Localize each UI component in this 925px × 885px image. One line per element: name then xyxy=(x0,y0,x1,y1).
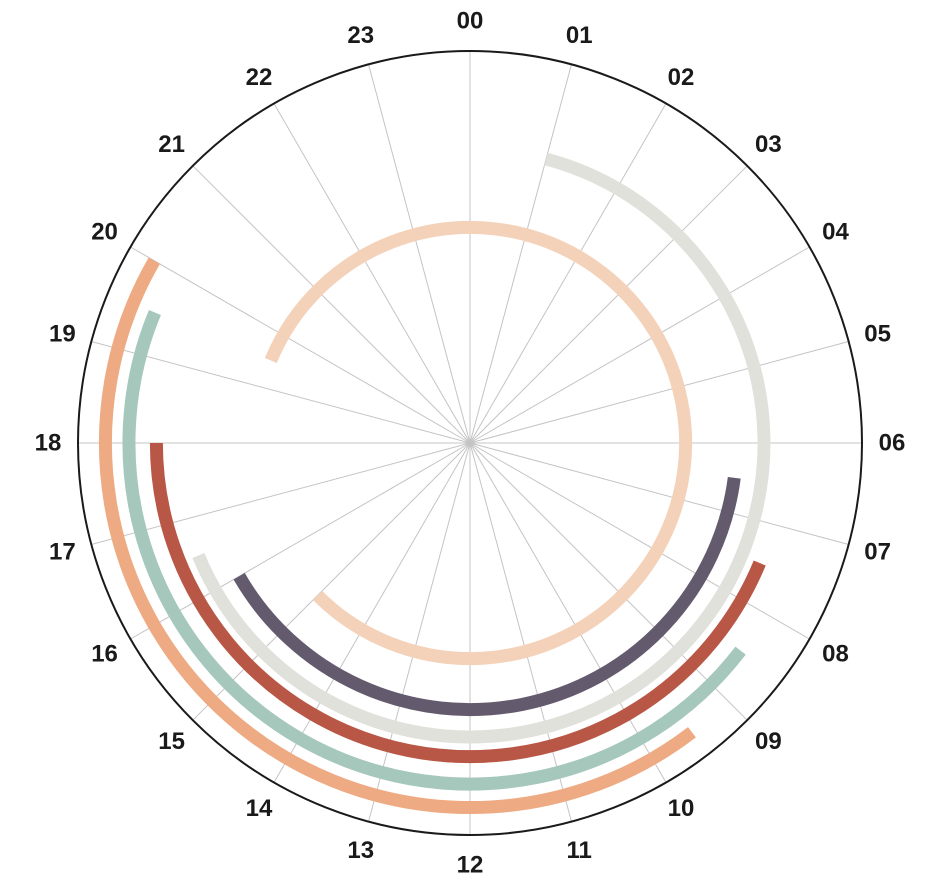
hour-label-00: 00 xyxy=(457,8,484,35)
grid-spoke-22 xyxy=(273,103,471,444)
hour-label-03: 03 xyxy=(755,131,782,158)
hour-label-15: 15 xyxy=(158,728,185,755)
grid-spoke-20 xyxy=(130,246,471,444)
hour-label-21: 21 xyxy=(158,131,185,158)
hour-label-18: 18 xyxy=(35,430,62,457)
grid-spoke-13 xyxy=(368,442,471,822)
hour-label-22: 22 xyxy=(246,64,273,91)
grid-spokes xyxy=(78,51,862,835)
grid-spoke-19 xyxy=(91,341,471,444)
grid-spoke-09 xyxy=(469,442,748,721)
hour-label-01: 01 xyxy=(566,22,593,49)
hour-label-23: 23 xyxy=(347,22,374,49)
outer-ring xyxy=(77,50,863,836)
arc-series-1 xyxy=(192,152,771,744)
arc-series-3 xyxy=(264,220,693,666)
hour-label-09: 09 xyxy=(755,728,782,755)
grid-spoke-21 xyxy=(192,165,471,444)
grid-spoke-10 xyxy=(469,442,667,783)
hour-label-13: 13 xyxy=(347,837,374,864)
hour-label-19: 19 xyxy=(49,320,76,347)
grid-spoke-01 xyxy=(469,64,572,444)
grid-spoke-07 xyxy=(469,442,849,545)
grid-spoke-15 xyxy=(192,442,471,721)
grid-spoke-16 xyxy=(130,442,471,640)
grid-spoke-14 xyxy=(273,442,471,783)
arc-series-5 xyxy=(122,310,746,791)
hour-label-11: 11 xyxy=(567,837,592,864)
grid-spoke-03 xyxy=(469,165,748,444)
hour-label-05: 05 xyxy=(864,320,891,347)
hour-label-08: 08 xyxy=(822,641,849,668)
grid-spoke-04 xyxy=(469,246,810,444)
hour-label-20: 20 xyxy=(91,219,118,246)
arc-series xyxy=(98,152,771,815)
grid-spoke-08 xyxy=(469,442,810,640)
hour-label-12: 12 xyxy=(457,852,484,879)
hour-label-02: 02 xyxy=(668,64,695,91)
hour-label-17: 17 xyxy=(49,539,76,566)
grid-spoke-11 xyxy=(469,442,572,822)
arc-series-4 xyxy=(149,442,766,764)
hour-labels: 00 01 02 03 04 05 06 07 08 09 10 11 12 13 14 15 16 17 18 19… xyxy=(35,8,906,879)
grid-spoke-02 xyxy=(469,103,667,444)
grid-spoke-05 xyxy=(469,341,849,444)
arc-series-6 xyxy=(98,257,696,815)
grid-spoke-17 xyxy=(91,442,471,545)
hour-label-07: 07 xyxy=(864,539,891,566)
hour-label-04: 04 xyxy=(822,219,849,246)
grid-spoke-23 xyxy=(368,64,471,444)
hour-label-14: 14 xyxy=(246,795,273,822)
hour-label-06: 06 xyxy=(879,430,906,457)
hour-label-10: 10 xyxy=(668,795,695,822)
arc-series-2 xyxy=(233,476,741,717)
hour-label-16: 16 xyxy=(91,641,118,668)
